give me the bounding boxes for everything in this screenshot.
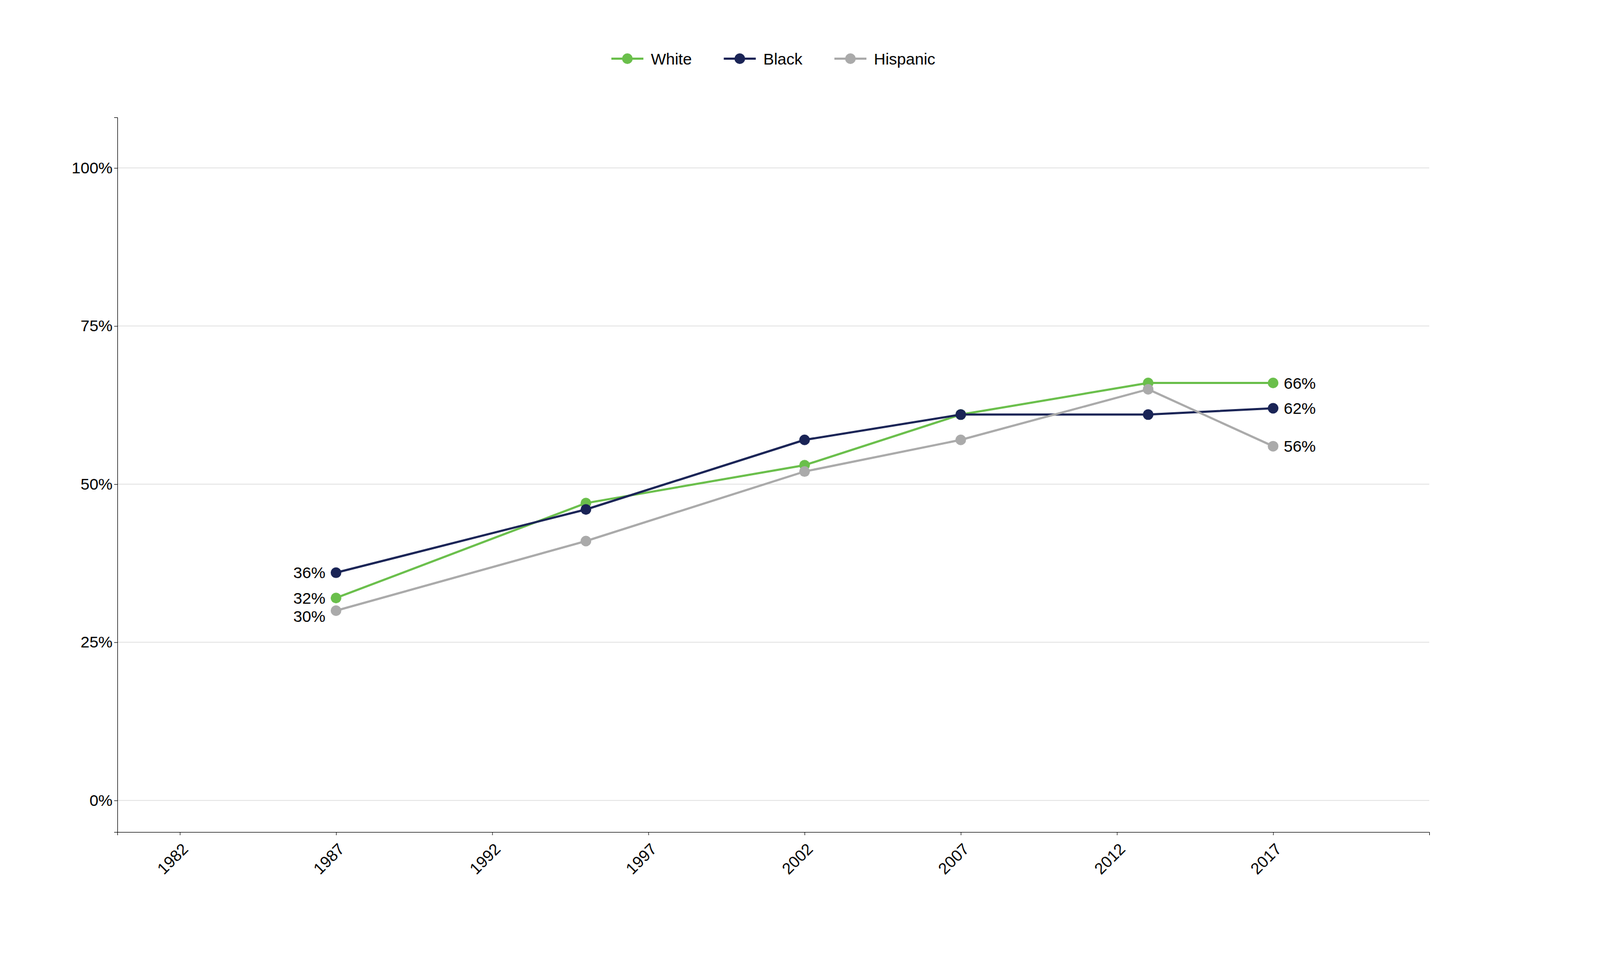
x-tick: 1997 bbox=[622, 832, 660, 878]
x-tick-mark bbox=[1117, 832, 1118, 836]
plot-area bbox=[330, 377, 1279, 617]
x-axis: 1982 1987 1992 1997 2002 2007 2012 2017 bbox=[117, 832, 1430, 878]
y-axis: 0% 25% 50% 75% 100% bbox=[71, 117, 118, 833]
legend-marker bbox=[845, 53, 856, 65]
x-tick-mark bbox=[492, 832, 493, 836]
y-tick-mark bbox=[114, 325, 118, 327]
y-axis-line bbox=[114, 117, 118, 833]
grid bbox=[117, 168, 1430, 801]
legend-item: White bbox=[611, 50, 692, 68]
x-tick-label: 2017 bbox=[1246, 840, 1285, 879]
series-point bbox=[330, 567, 342, 579]
series-point bbox=[580, 536, 592, 547]
x-tick-label: 1982 bbox=[153, 840, 192, 879]
grid-line bbox=[117, 483, 1430, 485]
legend-item: Black bbox=[723, 50, 803, 68]
y-tick-label: 25% bbox=[80, 633, 113, 651]
y-tick-mark bbox=[114, 800, 118, 802]
y-tick: 100% bbox=[71, 158, 118, 177]
annotation: 62% bbox=[1283, 399, 1316, 418]
grid-line bbox=[117, 325, 1430, 328]
series-point bbox=[799, 466, 810, 477]
annotation: 36% bbox=[293, 563, 326, 582]
x-tick: 1992 bbox=[466, 832, 505, 878]
chart: 0% 25% 50% 75% 100% 1982 1987 1992 1997 2002 2007 2… bbox=[0, 0, 1600, 960]
series-point bbox=[580, 504, 592, 515]
grid-line bbox=[117, 641, 1430, 643]
legend-marker bbox=[622, 53, 633, 65]
x-tick-mark bbox=[179, 832, 181, 836]
y-tick-label: 100% bbox=[71, 158, 113, 177]
x-tick: 2007 bbox=[934, 832, 973, 878]
series-point bbox=[330, 592, 342, 604]
grid-line bbox=[117, 800, 1430, 802]
legend-label: Hispanic bbox=[873, 50, 936, 68]
series-point bbox=[1142, 384, 1154, 395]
x-tick: 1987 bbox=[309, 832, 348, 878]
x-tick-label: 1997 bbox=[622, 840, 660, 879]
annotation: 66% bbox=[1283, 374, 1316, 393]
series-point bbox=[1142, 409, 1154, 420]
x-tick: 2002 bbox=[778, 832, 817, 878]
series-line bbox=[336, 383, 1273, 599]
x-tick-mark bbox=[336, 832, 337, 836]
y-tick: 50% bbox=[80, 475, 118, 493]
series-point bbox=[955, 409, 967, 420]
y-tick: 25% bbox=[80, 633, 118, 651]
grid-line bbox=[117, 167, 1430, 169]
x-tick: 2012 bbox=[1091, 832, 1129, 878]
y-tick-mark bbox=[114, 484, 118, 485]
y-tick: 0% bbox=[89, 791, 118, 810]
annotation: 32% bbox=[293, 589, 326, 608]
x-tick: 2017 bbox=[1246, 832, 1285, 878]
x-tick: 1982 bbox=[153, 832, 192, 878]
legend-item: Hispanic bbox=[834, 50, 936, 68]
series-point bbox=[330, 605, 342, 617]
legend-marker bbox=[734, 53, 746, 65]
x-tick-mark bbox=[1272, 832, 1274, 836]
legend-label: White bbox=[650, 50, 692, 68]
series-point bbox=[955, 409, 967, 420]
x-axis-line bbox=[117, 832, 1430, 837]
x-tick-label: 2012 bbox=[1091, 840, 1129, 879]
series-point bbox=[955, 434, 967, 446]
legend-label: Black bbox=[763, 50, 803, 68]
x-tick-label: 1987 bbox=[309, 840, 348, 879]
y-tick-mark bbox=[114, 168, 118, 169]
legend: White Black Hispanic bbox=[611, 50, 936, 68]
y-tick: 75% bbox=[80, 316, 118, 335]
x-tick-label: 2007 bbox=[934, 840, 973, 879]
x-tick-mark bbox=[960, 832, 962, 836]
series-point bbox=[1267, 377, 1279, 389]
series-line bbox=[336, 389, 1273, 611]
annotation: 30% bbox=[293, 607, 326, 626]
y-tick-label: 75% bbox=[80, 316, 113, 335]
annotation: 56% bbox=[1283, 437, 1316, 456]
annotations: 66% 62% 56% 36% 32%30% bbox=[293, 374, 1317, 626]
x-tick-mark bbox=[648, 832, 649, 836]
x-tick-mark bbox=[804, 832, 806, 836]
y-tick-mark bbox=[114, 642, 118, 643]
series-point bbox=[1267, 441, 1279, 452]
y-tick-label: 50% bbox=[80, 475, 113, 493]
x-tick-label: 1992 bbox=[466, 840, 505, 879]
y-tick-label: 0% bbox=[89, 791, 113, 810]
series-point bbox=[799, 434, 810, 446]
x-tick-label: 2002 bbox=[778, 840, 817, 879]
series-line bbox=[336, 408, 1273, 573]
series-point bbox=[1267, 402, 1279, 414]
